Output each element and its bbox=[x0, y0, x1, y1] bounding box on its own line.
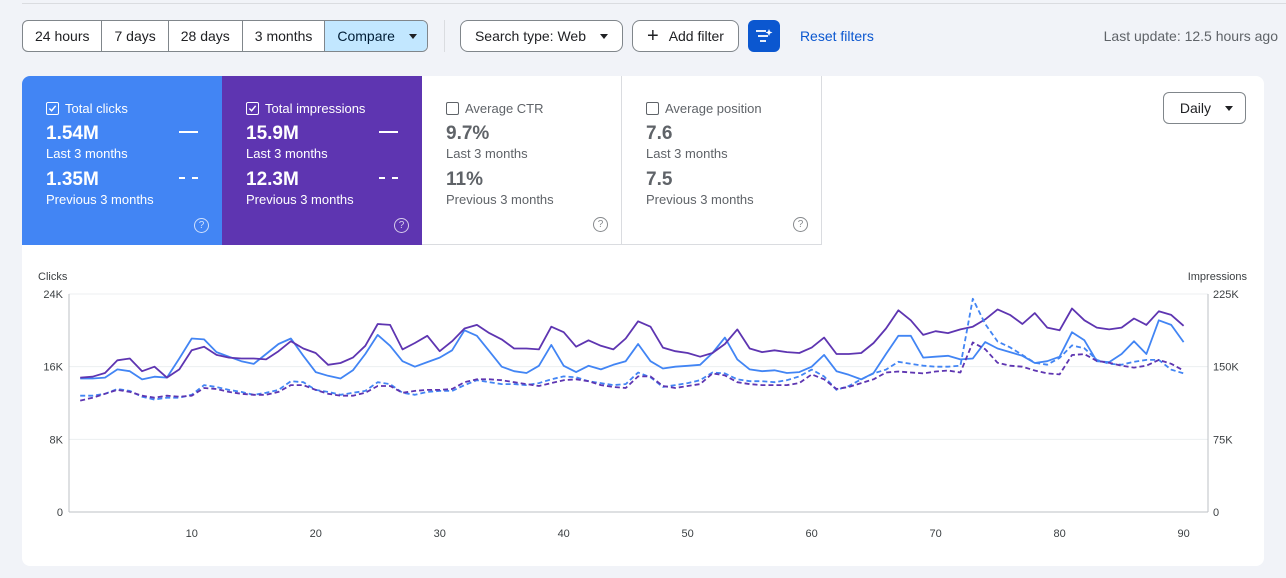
filter-settings-button[interactable] bbox=[747, 20, 780, 52]
dashed-line-legend-icon bbox=[379, 177, 398, 179]
checkbox-unchecked-icon[interactable] bbox=[446, 101, 459, 115]
granularity-label: Daily bbox=[1179, 100, 1211, 116]
range-3-months[interactable]: 3 months bbox=[243, 21, 326, 51]
metric-previous-value: 1.35M bbox=[46, 169, 99, 190]
metric-previous-period: Previous 3 months bbox=[46, 192, 154, 207]
range-7-days[interactable]: 7 days bbox=[102, 21, 169, 51]
metric-label: Average CTR bbox=[465, 100, 544, 116]
granularity-dropdown[interactable]: Daily bbox=[1162, 92, 1246, 124]
x-tick-label: 30 bbox=[434, 528, 446, 540]
metric-current-value: 7.6 bbox=[646, 123, 673, 144]
series-line-clicks-solid bbox=[80, 307, 1185, 379]
metric-tile-average-ctr[interactable]: Average CTR 9.7% Last 3 months 11% Previ… bbox=[422, 76, 622, 245]
range-28-days[interactable]: 28 days bbox=[169, 21, 243, 51]
metric-current-period: Last 3 months bbox=[646, 146, 728, 161]
compare-dropdown[interactable]: Compare bbox=[325, 21, 427, 51]
x-tick-label: 50 bbox=[682, 528, 694, 540]
metric-current-period: Last 3 months bbox=[246, 146, 328, 161]
metric-previous-period: Previous 3 months bbox=[646, 192, 754, 207]
toolbar-divider bbox=[443, 20, 445, 52]
x-tick-label: 70 bbox=[930, 528, 942, 540]
checkbox-unchecked-icon[interactable] bbox=[646, 101, 659, 115]
metric-previous-period: Previous 3 months bbox=[446, 192, 554, 207]
y-axis-title-right: Impressions bbox=[1188, 271, 1248, 283]
x-tick-label: 10 bbox=[186, 528, 198, 540]
filter-toolbar: 24 hours 7 days 28 days 3 months Compare… bbox=[22, 20, 1278, 52]
y-tick-label-right: 225K bbox=[1213, 289, 1239, 301]
metric-label: Total impressions bbox=[265, 100, 366, 116]
metric-previous-value: 7.5 bbox=[646, 169, 673, 190]
x-tick-label: 60 bbox=[806, 528, 818, 540]
metric-previous-value: 12.3M bbox=[246, 169, 299, 190]
y-tick-label-right: 150K bbox=[1213, 362, 1239, 374]
x-tick-label: 90 bbox=[1177, 528, 1189, 540]
y-tick-label-left: 24K bbox=[43, 289, 63, 301]
add-filter-button[interactable]: + Add filter bbox=[632, 20, 739, 52]
reset-filters-link[interactable]: Reset filters bbox=[799, 28, 874, 44]
performance-line-chart: 0 0 8K 75K 16K 150K 24K 225K Clicks Impressions 10… bbox=[38, 271, 1248, 540]
x-tick-label: 40 bbox=[558, 528, 570, 540]
top-divider bbox=[22, 3, 1286, 4]
metric-current-value: 15.9M bbox=[246, 123, 299, 144]
solid-line-legend-icon bbox=[179, 131, 198, 133]
plus-icon: + bbox=[647, 25, 659, 47]
series-line-impressions-dashed bbox=[79, 341, 1185, 402]
metric-tile-total-impressions[interactable]: Total impressions 15.9M Last 3 months 12… bbox=[222, 76, 422, 245]
search-type-dropdown[interactable]: Search type: Web bbox=[459, 20, 623, 52]
dashed-line-legend-icon bbox=[179, 177, 198, 179]
y-tick-label-right: 0 bbox=[1213, 507, 1219, 519]
chevron-down-icon bbox=[408, 33, 417, 39]
last-update-text: Last update: 12.5 hours ago bbox=[1103, 28, 1278, 44]
series-line-impressions-dashed bbox=[80, 297, 1184, 401]
y-tick-label-left: 16K bbox=[43, 362, 63, 374]
date-range-selector: 24 hours 7 days 28 days 3 months Compare bbox=[22, 20, 428, 52]
metric-header: Total impressions bbox=[246, 100, 422, 116]
metric-current-value: 1.54M bbox=[46, 123, 99, 144]
y-tick-label-left: 8K bbox=[50, 434, 64, 446]
metric-header: Average CTR bbox=[446, 100, 621, 116]
metric-tile-average-position[interactable]: Average position 7.6 Last 3 months 7.5 P… bbox=[622, 76, 822, 245]
y-axis-title-left: Clicks bbox=[38, 271, 68, 283]
add-filter-label: Add filter bbox=[668, 28, 724, 44]
metric-previous-value: 11% bbox=[446, 169, 483, 190]
metric-header: Average position bbox=[646, 100, 821, 116]
range-24-hours[interactable]: 24 hours bbox=[23, 21, 103, 51]
filter-sparkle-icon bbox=[755, 29, 773, 42]
metric-header: Total clicks bbox=[46, 100, 222, 116]
help-icon[interactable]: ? bbox=[194, 218, 209, 233]
metric-tile-total-clicks[interactable]: Total clicks 1.54M Last 3 months 1.35M P… bbox=[22, 76, 222, 245]
metric-label: Average position bbox=[665, 100, 762, 116]
help-icon[interactable]: ? bbox=[593, 217, 608, 232]
checkbox-checked-icon[interactable] bbox=[246, 101, 259, 115]
y-tick-label-left: 0 bbox=[57, 507, 63, 519]
checkbox-checked-icon[interactable] bbox=[46, 101, 59, 115]
help-icon[interactable]: ? bbox=[394, 218, 409, 233]
metric-label: Total clicks bbox=[65, 100, 128, 116]
y-tick-label-right: 75K bbox=[1213, 434, 1233, 446]
metric-current-period: Last 3 months bbox=[446, 146, 528, 161]
performance-card: Total clicks 1.54M Last 3 months 1.35M P… bbox=[22, 76, 1264, 566]
search-type-label: Search type: Web bbox=[474, 28, 586, 44]
chevron-down-icon bbox=[1225, 105, 1233, 111]
metric-current-period: Last 3 months bbox=[46, 146, 128, 161]
series-line-clicks-solid bbox=[80, 319, 1185, 381]
metric-current-value: 9.7% bbox=[446, 123, 490, 144]
help-icon[interactable]: ? bbox=[793, 217, 808, 232]
solid-line-legend-icon bbox=[379, 131, 398, 133]
metric-previous-period: Previous 3 months bbox=[246, 192, 354, 207]
x-tick-label: 80 bbox=[1053, 528, 1065, 540]
compare-label: Compare bbox=[337, 28, 395, 44]
x-tick-label: 20 bbox=[310, 528, 322, 540]
chevron-down-icon bbox=[600, 33, 608, 39]
